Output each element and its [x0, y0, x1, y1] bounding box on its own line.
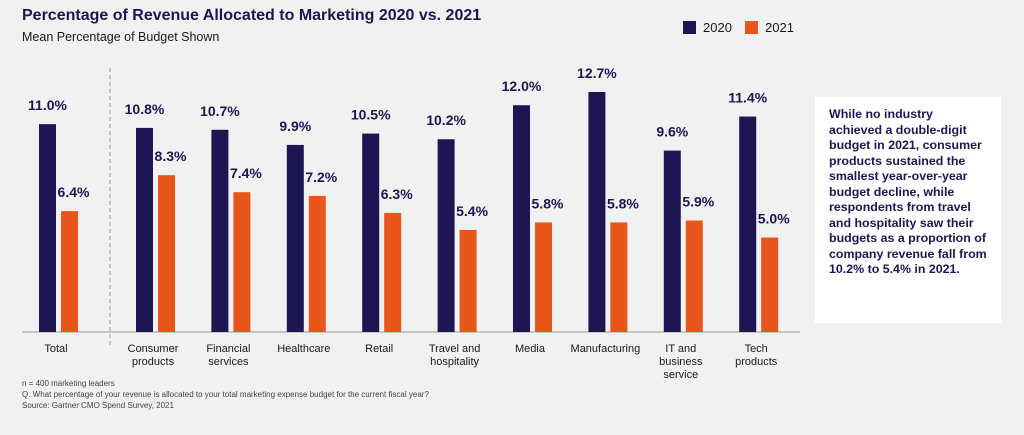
footnote: Source: Gartner CMO Spend Survey, 2021	[22, 401, 174, 410]
data-label: 11.0%	[28, 97, 67, 113]
bar	[437, 139, 455, 332]
data-label: 9.6%	[656, 124, 688, 140]
bar	[739, 116, 757, 333]
bar	[663, 150, 681, 332]
bar	[459, 229, 477, 332]
data-label: 7.4%	[230, 165, 262, 181]
bar	[158, 175, 175, 332]
bar	[535, 222, 552, 332]
bar	[39, 124, 56, 333]
data-label: 5.4%	[456, 203, 488, 219]
legend-swatch	[683, 21, 696, 34]
x-tick-label: Financial services	[206, 343, 251, 368]
bar	[233, 192, 251, 332]
data-label: 12.7%	[577, 65, 617, 81]
x-tick-label: IT and business service	[659, 343, 703, 381]
bar	[61, 211, 78, 332]
x-tick-label: Retail	[365, 343, 394, 355]
x-tick-label: Healthcare	[277, 343, 331, 355]
data-label: 10.2%	[426, 112, 466, 128]
bar	[685, 220, 703, 332]
bar	[308, 195, 326, 332]
x-tick-label: Media	[515, 343, 545, 355]
data-label: 5.8%	[607, 195, 639, 211]
data-label: 5.8%	[532, 195, 564, 211]
bar	[588, 92, 606, 332]
x-tick-label: Consumer products	[127, 343, 179, 368]
bar	[286, 144, 304, 332]
legend-label: 2020	[703, 20, 732, 35]
data-label: 5.9%	[682, 194, 714, 210]
x-tick-label: Travel and hospitality	[428, 343, 481, 368]
bar	[211, 129, 229, 332]
data-label: 12.0%	[502, 78, 542, 94]
annotation: While no industry achieved a double-digi…	[815, 97, 1001, 323]
x-tick-label: Manufacturing	[570, 343, 641, 355]
data-label: 6.3%	[381, 186, 413, 202]
data-label: 7.2%	[305, 169, 337, 185]
footnote: Q. What percentage of your revenue is al…	[22, 390, 429, 399]
footnote: n = 400 marketing leaders	[22, 379, 115, 388]
bar	[384, 212, 402, 332]
data-label: 9.9%	[279, 118, 311, 134]
data-label: 6.4%	[58, 184, 90, 200]
legend-label: 2021	[765, 20, 794, 35]
x-tick-label: Tech products	[735, 343, 778, 368]
data-label: 10.7%	[200, 103, 240, 119]
x-tick-label: Total	[44, 343, 68, 355]
data-label: 10.5%	[351, 107, 391, 123]
chart-subtitle: Mean Percentage of Budget Shown	[22, 30, 219, 44]
bar	[136, 127, 153, 332]
chart-title: Percentage of Revenue Allocated to Marke…	[22, 7, 481, 24]
data-label: 8.3%	[155, 148, 187, 164]
data-label: 11.4%	[728, 90, 767, 106]
bar	[761, 237, 779, 332]
bar	[513, 105, 530, 332]
data-label: 5.0%	[758, 211, 790, 227]
legend-swatch	[745, 21, 758, 34]
bar	[610, 222, 628, 332]
bar	[362, 133, 380, 332]
data-label: 10.8%	[125, 101, 165, 117]
